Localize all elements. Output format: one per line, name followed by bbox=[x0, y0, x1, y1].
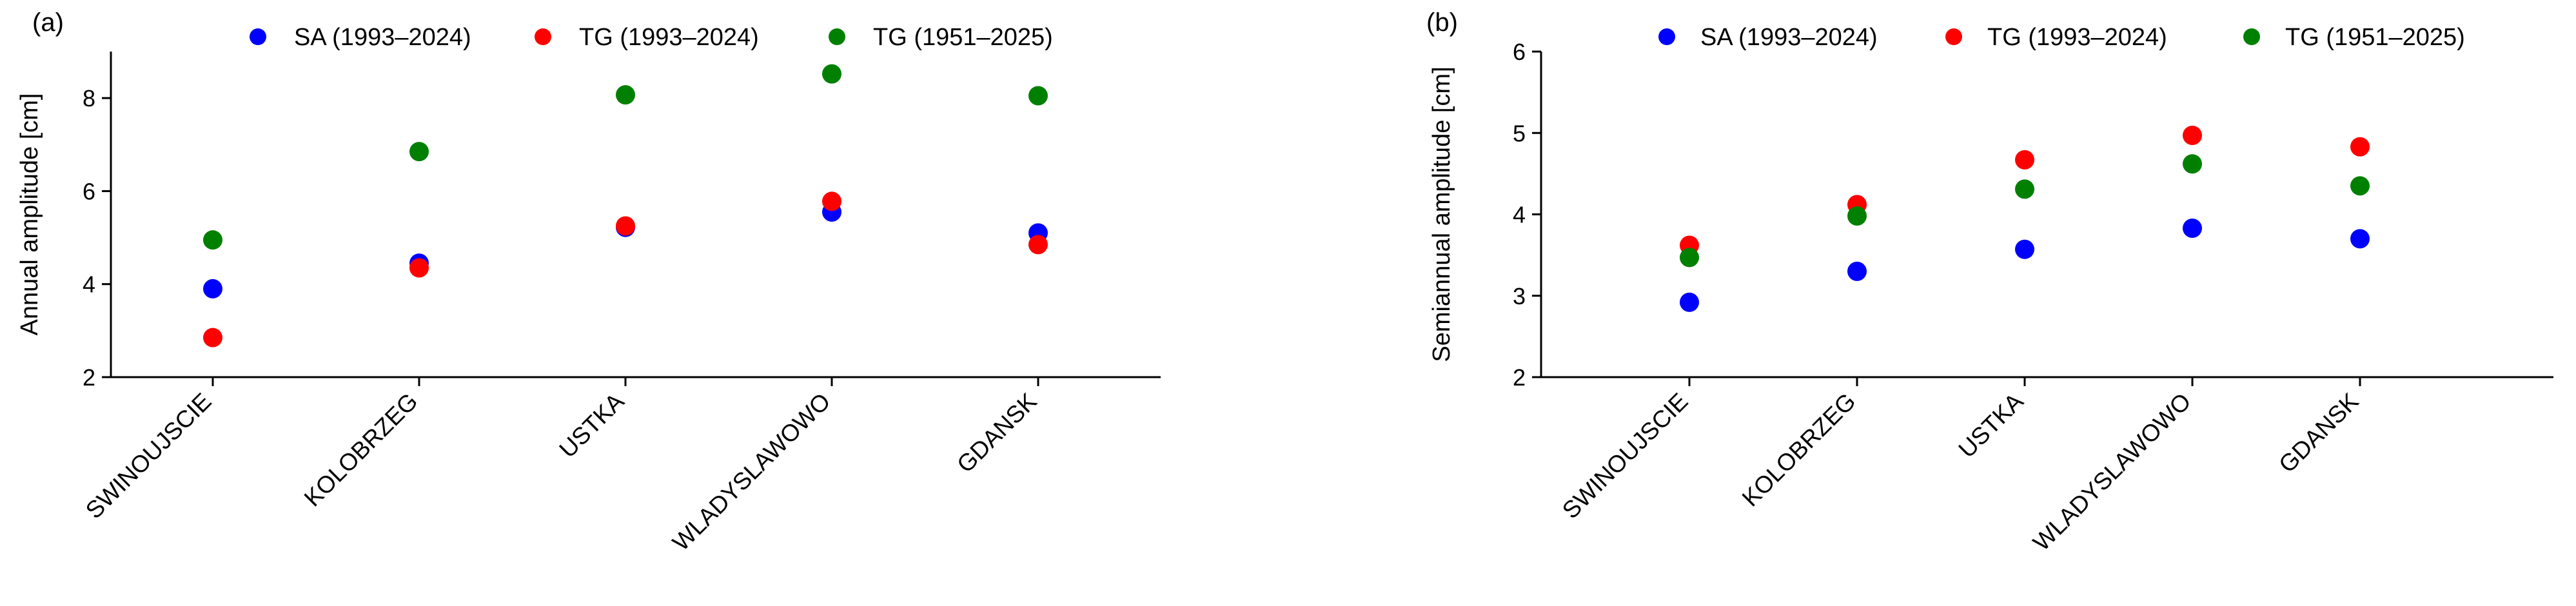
data-point-series-1 bbox=[2015, 239, 2034, 259]
panel-label: (a) bbox=[32, 8, 64, 37]
panel-label: (b) bbox=[1426, 8, 1458, 37]
y-tick-label: 5 bbox=[1513, 120, 1526, 146]
x-tick-label: USTKA bbox=[554, 387, 629, 462]
y-tick-label: 6 bbox=[1513, 39, 1526, 65]
legend-entry: TG (1993–2024) bbox=[1987, 24, 2167, 51]
legend-marker bbox=[1945, 28, 1962, 45]
data-point-series-3 bbox=[409, 142, 429, 162]
legend-entry: SA (1993–2024) bbox=[1700, 24, 1878, 51]
legend-marker bbox=[535, 28, 551, 45]
x-tick-label: SWINOUJSCIE bbox=[81, 388, 217, 524]
data-point-series-2 bbox=[822, 191, 841, 211]
x-tick-label: SWINOUJSCIE bbox=[1557, 388, 1693, 524]
data-point-series-1 bbox=[2183, 218, 2202, 238]
data-point-series-3 bbox=[1028, 86, 1048, 106]
data-point-series-1 bbox=[203, 279, 222, 298]
y-tick-label: 8 bbox=[83, 85, 95, 112]
y-tick-label: 6 bbox=[83, 178, 95, 204]
data-point-series-2 bbox=[409, 258, 429, 278]
y-tick-label: 4 bbox=[1513, 202, 1526, 228]
data-point-series-3 bbox=[1847, 206, 1867, 226]
data-point-series-2 bbox=[2015, 150, 2034, 170]
y-tick-label: 2 bbox=[83, 364, 95, 391]
x-tick-label: WLADYSLAWOWO bbox=[2028, 388, 2196, 556]
data-point-series-2 bbox=[2350, 137, 2370, 157]
data-point-series-2 bbox=[2183, 126, 2202, 146]
legend-entry: TG (1993–2024) bbox=[579, 24, 759, 51]
y-tick-label: 3 bbox=[1513, 283, 1526, 309]
y-tick-label: 4 bbox=[83, 271, 95, 298]
data-point-series-3 bbox=[2015, 179, 2034, 199]
y-axis-title: Semiannual amplitude [cm] bbox=[1428, 66, 1455, 362]
data-point-series-1 bbox=[1847, 261, 1867, 281]
y-axis-title: Annual amplitude [cm] bbox=[16, 93, 43, 336]
legend-marker bbox=[829, 28, 845, 45]
legend-marker bbox=[250, 28, 266, 45]
data-point-series-2 bbox=[1028, 235, 1048, 255]
x-tick-label: GDANSK bbox=[952, 387, 1042, 478]
x-tick-label: WLADYSLAWOWO bbox=[667, 388, 836, 556]
data-point-series-3 bbox=[2183, 154, 2202, 174]
legend-marker bbox=[2243, 28, 2260, 45]
x-tick-label: GDANSK bbox=[2274, 387, 2364, 478]
legend-entry: TG (1951–2025) bbox=[2285, 24, 2465, 51]
x-tick-label: KOLOBRZEG bbox=[1737, 388, 1861, 512]
data-point-series-3 bbox=[1680, 248, 1699, 268]
data-point-series-3 bbox=[822, 64, 841, 84]
data-point-series-3 bbox=[203, 230, 222, 250]
legend-marker bbox=[1658, 28, 1675, 45]
data-point-series-3 bbox=[616, 85, 635, 105]
data-point-series-3 bbox=[2350, 176, 2370, 196]
legend-entry: SA (1993–2024) bbox=[294, 24, 471, 51]
legend-entry: TG (1951–2025) bbox=[873, 24, 1053, 51]
chart-panel-2: 2 3 4 5 6 SWINOUJSCIE KOLOBRZEG USTKA WLADYSLAWO… bbox=[1426, 8, 2553, 556]
data-point-series-2 bbox=[203, 327, 222, 347]
x-tick-label: KOLOBRZEG bbox=[299, 388, 423, 512]
data-point-series-2 bbox=[616, 216, 635, 236]
y-tick-label: 2 bbox=[1513, 364, 1526, 391]
chart-panel-1: 2 4 6 8 SWINOUJSCIE KOLOBRZEG USTKA WLADYSLAWOW… bbox=[16, 8, 1161, 556]
data-point-series-1 bbox=[1680, 292, 1699, 312]
data-point-series-1 bbox=[2350, 229, 2370, 249]
x-tick-label: USTKA bbox=[1953, 387, 2028, 462]
